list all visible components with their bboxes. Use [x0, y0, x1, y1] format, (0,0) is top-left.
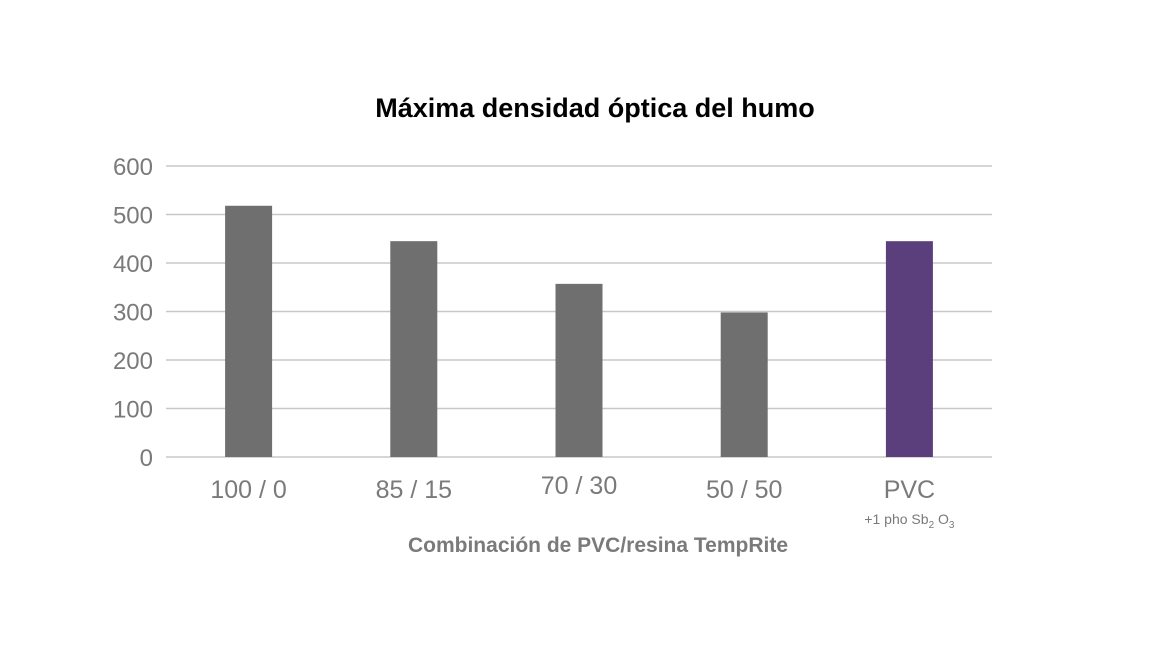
x-tick-label: PVC [884, 476, 935, 504]
x-tick-subtitle-part: +1 pho Sb [864, 511, 928, 527]
y-tick-label: 400 [113, 251, 153, 278]
bar-3 [555, 283, 603, 457]
y-tick-label: 100 [113, 397, 153, 424]
x-axis-label: Combinación de PVC/resina TempRite [408, 534, 788, 557]
x-tick-label: 70 / 30 [541, 472, 617, 500]
bar-1 [225, 205, 273, 457]
y-axis-ticks: 0 100 200 300 400 500 600 [113, 154, 153, 472]
y-tick-label: 0 [140, 445, 153, 472]
y-tick-label: 500 [113, 203, 153, 230]
x-tick-subtitle: +1 pho Sb2 O3 [864, 511, 955, 531]
x-tick-label: 50 / 50 [706, 476, 782, 504]
bar-5 [885, 241, 933, 457]
x-tick-subtitle-part: 2 [929, 520, 935, 531]
x-axis-ticks: 100 / 0 85 / 15 70 / 30 50 / 50 PVC [210, 472, 935, 504]
x-tick-label: 85 / 15 [376, 476, 452, 504]
chart-title: Máxima densidad óptica del humo [375, 93, 815, 123]
bars [225, 205, 933, 457]
x-tick-label: 100 / 0 [210, 476, 286, 504]
bar-4 [720, 312, 768, 457]
y-tick-label: 300 [113, 300, 153, 327]
x-tick-subtitle-part: 3 [949, 520, 955, 531]
x-tick-subtitle-part: O [934, 511, 949, 527]
bar-2 [390, 241, 438, 457]
y-tick-label: 600 [113, 154, 153, 181]
y-tick-label: 200 [113, 348, 153, 375]
